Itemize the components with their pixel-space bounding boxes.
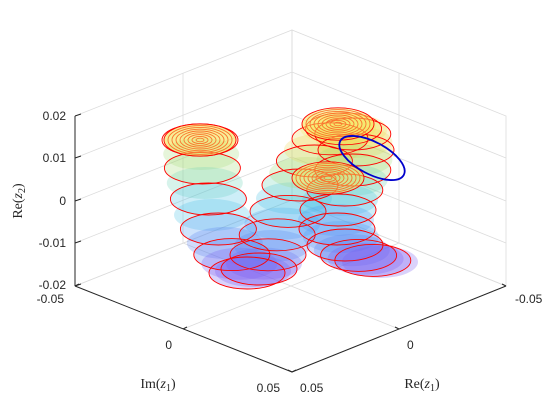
surface-patch xyxy=(215,255,291,287)
surface-patch xyxy=(186,227,263,259)
cap-ring xyxy=(163,123,237,157)
x-tick-label: -0.05 xyxy=(515,292,543,306)
y-tick-labels: -0.05 0 0.05 xyxy=(37,292,281,395)
surface-patch xyxy=(313,234,390,267)
surface-patch xyxy=(180,213,257,245)
contour-ring xyxy=(298,212,376,246)
z-axis-label: Re(z2) xyxy=(11,183,28,219)
contour-ring xyxy=(220,252,298,286)
surface-patch xyxy=(221,253,297,285)
x-axis-label: Re(z1) xyxy=(404,377,440,394)
contour-ring xyxy=(229,238,307,272)
x-tick-label: 0 xyxy=(407,338,414,352)
surface-patch xyxy=(284,133,360,166)
highlight-ring xyxy=(338,135,406,181)
y-axis-label: Im(z1) xyxy=(140,377,176,394)
y-tick-label: 0 xyxy=(165,338,172,352)
surface-patch xyxy=(298,204,374,236)
x-tick-labels: 0.05 0 -0.05 xyxy=(300,292,543,395)
z-tick-label: 0 xyxy=(59,194,66,208)
surface-patch xyxy=(201,247,278,280)
axes-lines xyxy=(74,113,507,373)
surface-patch xyxy=(170,183,247,215)
surface-patch xyxy=(244,207,321,240)
surface-patch xyxy=(234,230,310,262)
surface-patch xyxy=(320,239,397,272)
surface-patch xyxy=(164,152,241,184)
contour-ring xyxy=(249,194,327,228)
contour-ring xyxy=(169,182,247,216)
z-tick-label: -0.01 xyxy=(39,236,67,250)
surface-patch xyxy=(209,257,285,289)
surface-patch xyxy=(342,246,418,278)
y-tick-label: 0.05 xyxy=(257,381,281,395)
contour-ring xyxy=(179,212,257,246)
surface-patch xyxy=(334,244,411,277)
surface-patch xyxy=(230,238,306,271)
x-tick-label: 0.05 xyxy=(300,381,324,395)
contour-ring xyxy=(193,238,271,272)
z-tick-label: 0.02 xyxy=(43,109,67,123)
z-tick-label: -0.02 xyxy=(39,278,67,292)
cap-ring xyxy=(291,161,365,195)
cap-ring xyxy=(301,107,375,141)
contour-ring xyxy=(208,256,286,290)
contour-ring xyxy=(320,238,398,272)
y-tick-label: -0.05 xyxy=(37,292,65,306)
surface xyxy=(161,107,418,290)
z-tick-labels: 0.02 0.01 0 -0.01 -0.02 xyxy=(39,109,67,292)
contour-ring xyxy=(334,243,412,277)
z-tick-label: 0.01 xyxy=(43,151,67,165)
